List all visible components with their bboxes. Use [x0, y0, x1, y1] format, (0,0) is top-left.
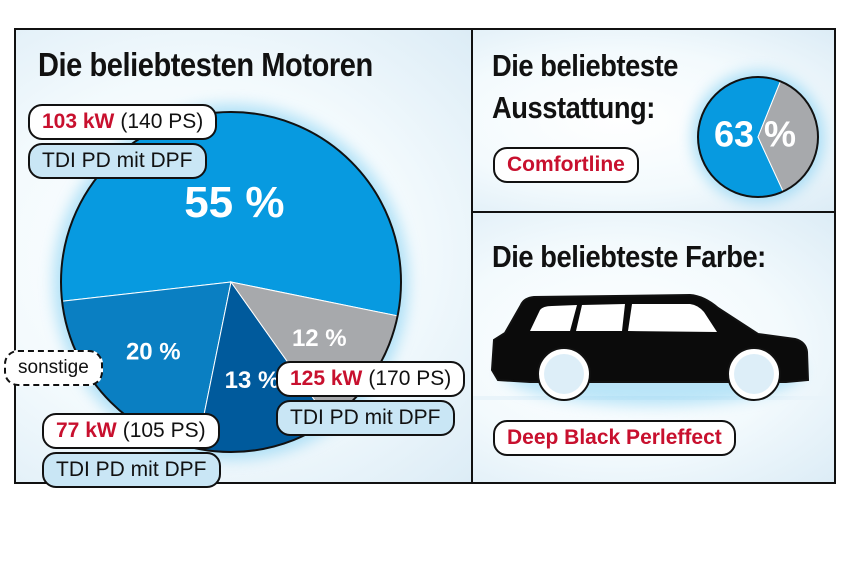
engine-125-type: TDI PD mit DPF: [290, 406, 441, 429]
engine-77-type: TDI PD mit DPF: [56, 458, 207, 481]
trim-badge-label: Comfortline: [507, 153, 625, 176]
engine-77-type-pill: TDI PD mit DPF: [42, 452, 221, 488]
engine-103-type: TDI PD mit DPF: [42, 149, 193, 172]
engine-125-kw: 125 kW: [290, 367, 363, 390]
engine-77-ps: (105 PS): [122, 419, 206, 442]
engines-title: Die beliebtesten Motoren: [38, 46, 373, 83]
trim-title-line2: Ausstattung:: [492, 90, 655, 125]
color-badge: Deep Black Perleffect: [493, 420, 736, 456]
engines-pie-slice-label-2: 13 %: [225, 367, 280, 394]
engines-pie-slice-label-1: 20 %: [126, 339, 181, 366]
trim-badge: Comfortline: [493, 147, 639, 183]
engine-103-kw: 103 kW: [42, 110, 115, 133]
engines-pie-outline: [60, 111, 402, 453]
engine-77-power-pill: 77 kW (105 PS): [42, 413, 220, 449]
trim-pie-slice-label-0: 63 %: [714, 114, 796, 155]
engine-103-power-pill: 103 kW (140 PS): [28, 104, 218, 140]
color-title: Die beliebteste Farbe:: [492, 239, 766, 274]
other-engines-pill: sonstige: [4, 350, 103, 386]
engines-pie-slice-label-3: 12 %: [292, 325, 347, 352]
trim-pie-outline: [697, 76, 819, 198]
engine-103-type-pill: TDI PD mit DPF: [28, 143, 207, 179]
other-engines-label: sonstige: [18, 357, 89, 378]
engines-pie-slice-label-0: 55 %: [184, 178, 284, 227]
trim-title-line1: Die beliebteste: [492, 48, 678, 83]
engine-77-kw: 77 kW: [56, 419, 117, 442]
engine-103-ps: (140 PS): [120, 110, 204, 133]
engine-125-power-pill: 125 kW (170 PS): [276, 361, 466, 397]
engine-125-type-pill: TDI PD mit DPF: [276, 400, 455, 436]
color-badge-label: Deep Black Perleffect: [507, 426, 722, 449]
engine-125-ps: (170 PS): [368, 367, 452, 390]
